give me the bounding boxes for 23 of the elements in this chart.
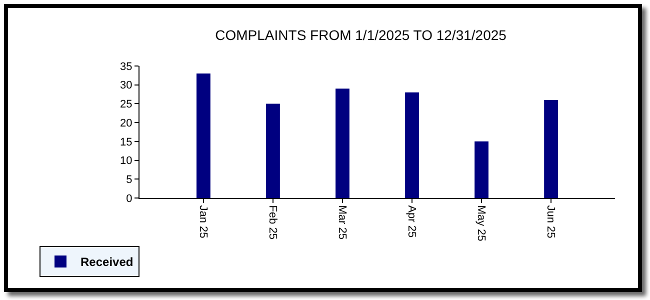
y-tick-label: 10 <box>120 155 132 168</box>
y-tick-label: 30 <box>120 80 132 92</box>
x-tick-label: Apr 25 <box>405 205 418 238</box>
x-tick-label: May 25 <box>474 205 487 242</box>
y-tick-label: 20 <box>120 117 132 130</box>
y-tick-label: 35 <box>120 60 132 73</box>
x-tick-label: Feb 25 <box>266 205 278 240</box>
y-tick-label: 0 <box>126 192 132 205</box>
y-tick-label: 5 <box>126 174 132 186</box>
x-tick-label: Mar 25 <box>336 205 348 240</box>
bar <box>405 92 419 198</box>
bar <box>266 104 280 198</box>
x-tick-label: Jun 25 <box>544 205 556 238</box>
y-tick-label: 15 <box>120 136 132 148</box>
chart-title: COMPLAINTS FROM 1/1/2025 TO 12/31/2025 <box>215 27 507 44</box>
y-tick-label: 25 <box>120 98 132 111</box>
x-tick-label: Jan 25 <box>196 205 209 238</box>
bar <box>196 74 210 198</box>
bar <box>336 88 350 198</box>
legend-label: Received <box>80 255 134 270</box>
bar <box>474 141 488 198</box>
frame: Jan 25 Feb 25 Mar 25 Apr 25 May 25 Jun 25 0 5 10 15 20 25 30 35 Received COMPLAINTS FROM 1/1/2025 TO 12/31/2025 <box>4 4 642 292</box>
bar <box>544 100 558 198</box>
